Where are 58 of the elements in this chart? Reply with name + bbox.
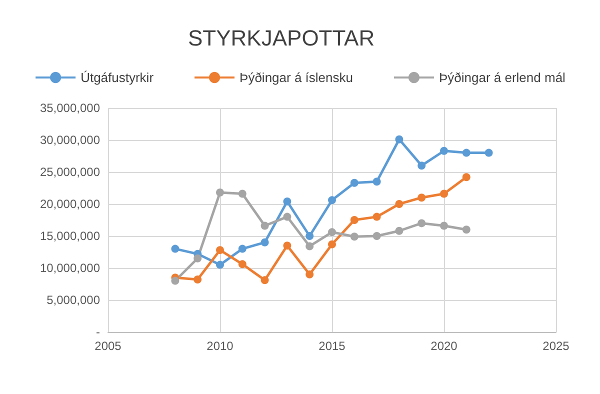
point <box>462 226 470 234</box>
legend-label: Þýðingar á íslensku <box>240 70 353 85</box>
point <box>462 173 470 182</box>
x-tick-label: 2005 <box>94 339 122 353</box>
point <box>283 197 292 206</box>
y-tick-label: 15,000,000 <box>40 229 100 243</box>
point <box>216 188 224 196</box>
point <box>372 212 381 221</box>
point <box>328 196 336 204</box>
x-tick-label: 2020 <box>430 339 458 353</box>
x-tick-label: 2010 <box>206 339 234 353</box>
point <box>440 222 448 230</box>
point <box>238 190 246 198</box>
point <box>350 178 358 187</box>
point <box>462 148 470 157</box>
y-tick-label: 30,000,000 <box>40 133 100 147</box>
point <box>306 270 314 278</box>
point <box>395 200 404 208</box>
point <box>306 242 314 250</box>
y-tick-label: 25,000,000 <box>40 165 100 179</box>
point <box>238 244 246 253</box>
point <box>260 222 269 230</box>
point <box>418 219 426 228</box>
point <box>283 242 292 250</box>
y-tick-label: 20,000,000 <box>40 197 100 211</box>
y-tick-label: 5,000,000 <box>46 293 100 307</box>
point <box>484 148 493 157</box>
point <box>418 194 426 202</box>
point <box>216 246 224 254</box>
point <box>350 232 358 241</box>
chart-title: STYRKJAPOTTAR <box>188 26 375 50</box>
point <box>395 135 404 144</box>
point <box>418 162 426 170</box>
point <box>395 226 404 235</box>
point <box>171 276 180 285</box>
point <box>194 276 202 284</box>
y-tick-label: - <box>96 325 100 339</box>
point <box>260 276 269 284</box>
point <box>238 260 246 268</box>
point <box>328 228 336 236</box>
y-tick-label: 10,000,000 <box>40 261 100 275</box>
point <box>372 232 381 240</box>
point <box>328 240 336 248</box>
legend-label: Þýðingar á erlend mál <box>438 70 566 85</box>
x-tick-label: 2025 <box>542 339 570 353</box>
point <box>260 238 269 246</box>
point <box>283 212 292 221</box>
x-tick-label: 2015 <box>318 339 346 353</box>
point <box>194 254 202 262</box>
point <box>372 178 381 186</box>
point <box>440 190 448 198</box>
legend-label: Útgáfustyrkir <box>80 70 154 85</box>
point <box>350 216 358 224</box>
point <box>306 232 314 240</box>
point <box>216 260 224 269</box>
point <box>171 244 180 253</box>
y-tick-label: 35,000,000 <box>40 101 100 115</box>
point <box>440 146 448 155</box>
